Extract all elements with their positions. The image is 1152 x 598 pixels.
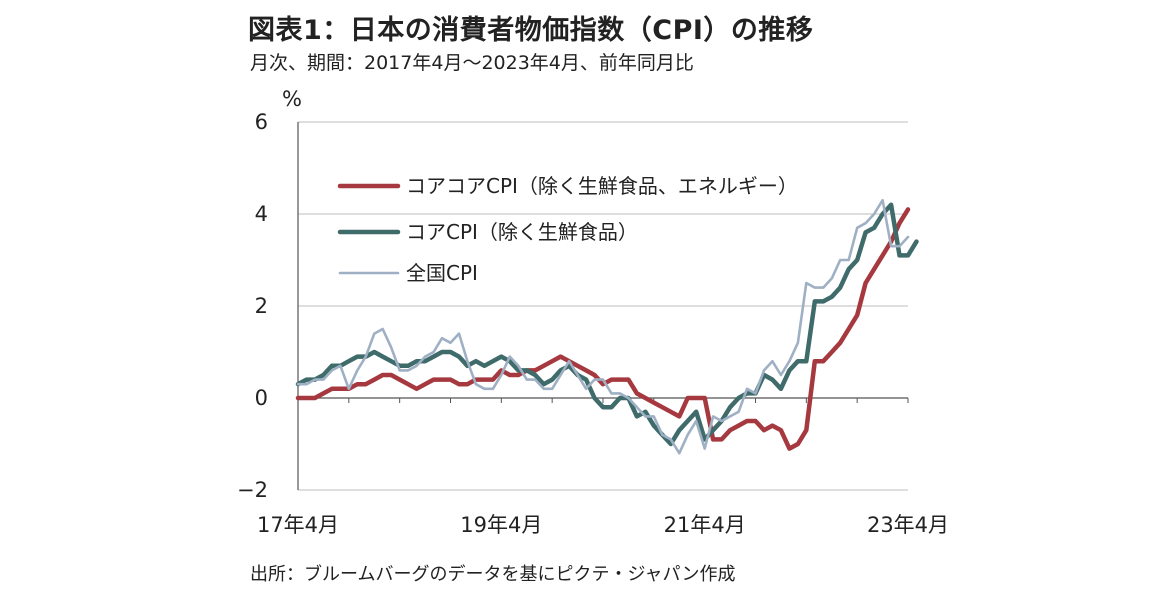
y-tick-label: 2 <box>255 294 268 318</box>
source-note: 出所：ブルームバーグのデータを基にピクテ・ジャパン作成 <box>250 564 736 585</box>
chart-series <box>295 198 919 455</box>
chart-gridlines <box>298 121 908 491</box>
y-tick-label: 0 <box>255 386 268 410</box>
series-line-1 <box>295 207 911 451</box>
y-axis-unit: % <box>282 87 302 111</box>
series-line-2 <box>295 202 919 447</box>
x-tick-label: 21年4月 <box>664 513 746 537</box>
page-subtitle: 月次、期間：2017年4月～2023年4月、前年同月比 <box>250 52 694 74</box>
x-tick-label: 17年4月 <box>257 513 339 537</box>
legend-label: コアCPI（除く生鮮食品） <box>406 220 638 244</box>
y-tick-label: 4 <box>255 202 268 226</box>
series-line-3 <box>296 198 910 455</box>
x-tick-label: 19年4月 <box>460 513 542 537</box>
page-title: 図表1：日本の消費者物価指数（CPI）の推移 <box>248 15 814 46</box>
legend-label: 全国CPI <box>406 261 478 285</box>
chart-legend: コアコアCPI（除く生鮮食品、エネルギー） コアCPI（除く生鮮食品） 全国CPI <box>337 174 798 285</box>
y-tick-label: 6 <box>255 110 268 134</box>
chart-axes: −2 0 2 4 6 17年4月 19年4月 21年4月 23年4月 <box>237 110 949 537</box>
y-tick-label: −2 <box>237 478 268 502</box>
x-tick-label: 23年4月 <box>867 513 949 537</box>
legend-label: コアコアCPI（除く生鮮食品、エネルギー） <box>406 174 798 198</box>
